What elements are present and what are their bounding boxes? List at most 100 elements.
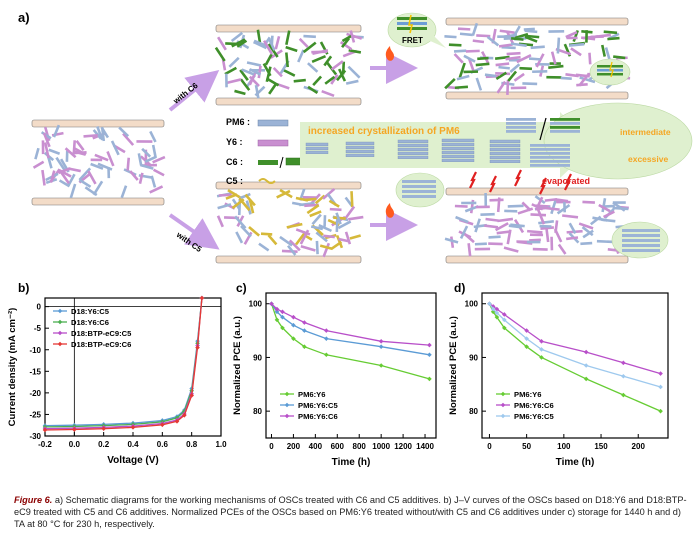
data-point (658, 371, 663, 376)
x-tick-label: 0 (487, 442, 492, 451)
y-tick-label: 90 (469, 353, 478, 362)
pm6-crystal (489, 147, 521, 151)
molecule (58, 167, 72, 175)
data-point (502, 317, 507, 323)
molecule (519, 66, 533, 71)
legend-marker (284, 391, 290, 397)
legend-label: D18:Y6:C5 (71, 307, 110, 316)
molecule (110, 140, 120, 156)
molecule (517, 207, 534, 215)
molecule (239, 192, 251, 200)
molecule (239, 69, 249, 81)
molecule (42, 132, 51, 148)
molecule (315, 231, 328, 243)
molecule (83, 133, 98, 138)
molecule (570, 47, 582, 57)
molecule (529, 233, 544, 237)
molecule (556, 37, 561, 54)
molecule (64, 147, 77, 159)
molecule (475, 62, 490, 67)
c6-swatch (258, 160, 278, 165)
legend-marker (284, 402, 290, 408)
molecule (224, 66, 238, 76)
molecule (295, 196, 309, 202)
molecule (66, 173, 76, 187)
y-axis-label: Current density (mA cm⁻²) (7, 308, 18, 427)
molecule (41, 140, 45, 155)
pm6-crystal (441, 154, 475, 158)
data-point (494, 310, 500, 316)
molecule (507, 70, 518, 82)
molecule (339, 41, 353, 51)
molecule (510, 86, 527, 90)
molecule (286, 222, 303, 229)
legend-label: D18:BTP-eC9:C5 (71, 329, 132, 338)
x-tick-label: 600 (331, 442, 345, 451)
molecule (96, 126, 104, 141)
legend-marker (500, 391, 506, 397)
molecule (307, 62, 319, 73)
molecule (248, 199, 255, 214)
molecule (52, 124, 61, 138)
molecule (553, 228, 563, 243)
molecule (48, 148, 61, 155)
x-tick-label: -0.2 (38, 440, 52, 449)
molecule (330, 60, 344, 71)
molecules (214, 29, 364, 99)
molecule (576, 83, 588, 87)
molecule (510, 42, 527, 48)
molecule (530, 213, 547, 217)
y-tick-label: 80 (469, 407, 478, 416)
evaporation-mark (539, 177, 547, 195)
molecule (260, 232, 273, 236)
x-tick-label: 200 (287, 442, 301, 451)
molecule (497, 35, 513, 38)
molecule (295, 228, 311, 236)
molecule (545, 206, 560, 211)
molecule (323, 234, 335, 239)
molecule (94, 153, 109, 162)
molecule (315, 240, 319, 255)
molecule (225, 78, 242, 85)
y-tick-label: -10 (29, 346, 41, 355)
molecule (565, 73, 579, 78)
x-tick-label: 100 (557, 442, 571, 451)
plot-frame (265, 292, 437, 439)
molecule (503, 246, 519, 253)
molecule (248, 70, 258, 86)
molecules (444, 169, 630, 257)
molecule (303, 34, 316, 39)
molecule (566, 236, 579, 241)
molecule (298, 37, 309, 48)
molecule (474, 242, 487, 246)
film-with-c5 (215, 181, 364, 264)
substrate-top (215, 181, 362, 190)
molecule (276, 189, 291, 199)
zoom-bubble-lower-left (395, 172, 445, 208)
arrow-with-c6 (168, 69, 220, 112)
molecule (75, 140, 85, 151)
film-c5-annealed (444, 169, 630, 264)
arrow-with-c6-label: with C6 (171, 81, 200, 107)
molecule (494, 55, 510, 61)
data-point (72, 427, 77, 432)
y-tick-label: 90 (253, 353, 262, 362)
legend-pm6: PM6 : (226, 117, 250, 127)
data-point (502, 325, 507, 331)
data-point (539, 355, 544, 360)
mixed-crystal (550, 130, 580, 133)
pm6-crystal (345, 145, 375, 149)
molecule (506, 51, 521, 56)
data-point (524, 336, 529, 341)
molecule (337, 220, 352, 230)
series-line (44, 297, 203, 427)
crystallization-text: increased crystallization of PM6 (308, 126, 460, 137)
molecule (516, 240, 530, 244)
series-line (44, 297, 203, 431)
molecule (346, 32, 363, 40)
molecule (579, 76, 596, 84)
legend-label: PM6:Y6 (298, 390, 325, 399)
substrate-bottom (215, 255, 362, 264)
pm6-crystal (397, 147, 429, 151)
molecule (562, 214, 579, 219)
